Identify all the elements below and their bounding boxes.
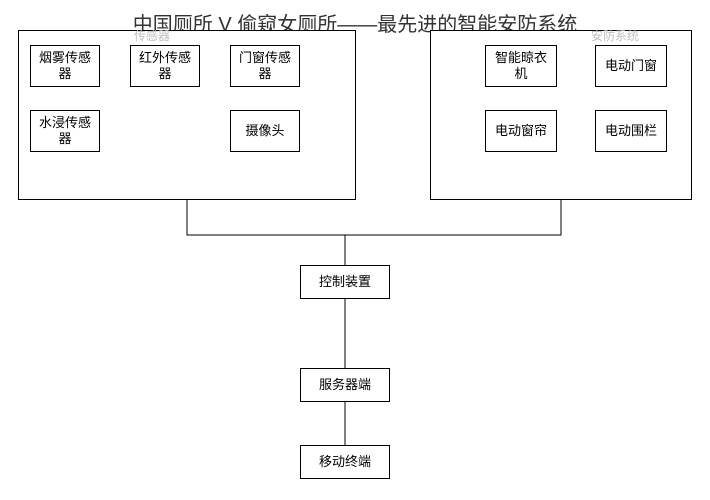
node-doorwindow-sensor: 门窗传感 器 <box>230 45 300 87</box>
group-sensors-label: 传感器 <box>134 27 170 44</box>
node-smart-dryer: 智能晾衣 机 <box>485 45 557 87</box>
group-actuators-label: 安防系统 <box>591 27 639 44</box>
node-electric-fence: 电动围栏 <box>595 110 667 152</box>
node-server: 服务器端 <box>300 368 390 402</box>
node-smoke-sensor: 烟雾传感 器 <box>30 45 100 87</box>
node-water-sensor: 水浸传感 器 <box>30 110 100 152</box>
node-camera: 摄像头 <box>230 110 300 152</box>
node-mobile-terminal: 移动终端 <box>300 445 390 479</box>
node-ir-sensor: 红外传感 器 <box>130 45 200 87</box>
diagram-canvas: 中国厕所 V 偷窥女厕所——最先进的智能安防系统 传感器 安防系统 烟雾传感 器… <box>0 0 710 500</box>
node-electric-curtain: 电动窗帘 <box>485 110 557 152</box>
node-electric-doorwindow: 电动门窗 <box>595 45 667 87</box>
node-control-unit: 控制装置 <box>300 265 390 299</box>
